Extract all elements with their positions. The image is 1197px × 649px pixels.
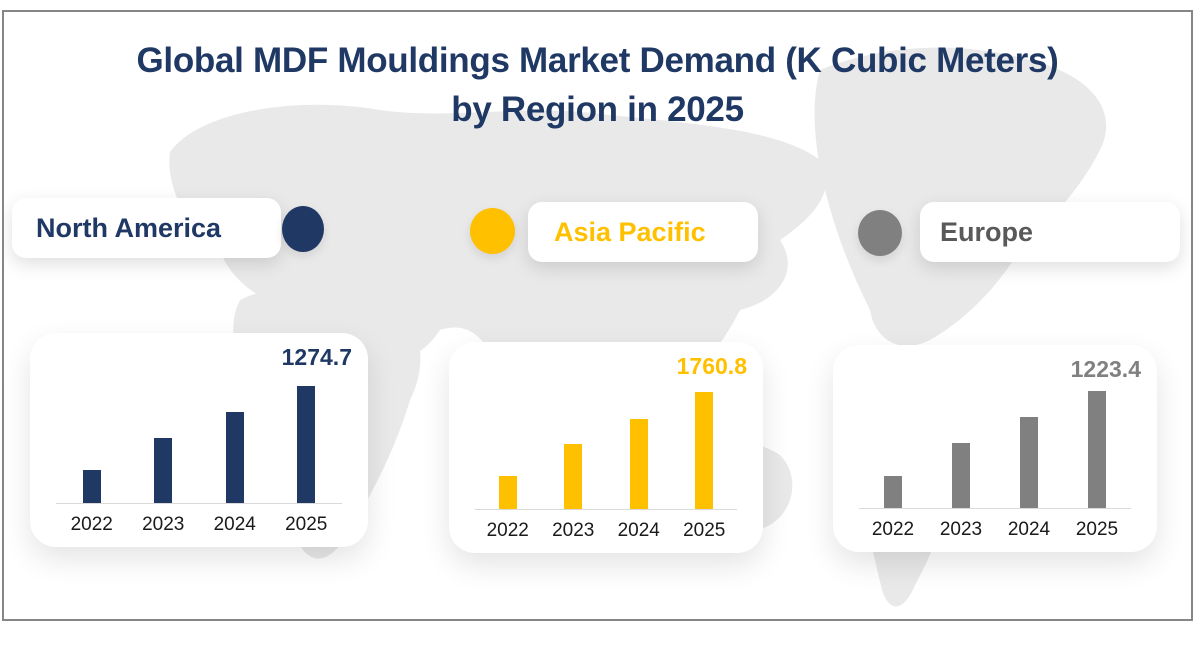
title-line2: by Region in 2025 xyxy=(451,90,744,129)
bar-2025 xyxy=(1088,391,1106,508)
axis-line xyxy=(475,509,737,510)
year-label: 2025 xyxy=(285,514,328,535)
bar-column xyxy=(606,419,672,509)
year-label: 2023 xyxy=(142,514,185,535)
legend-dot-europe xyxy=(858,210,902,256)
infographic-canvas: Global MDF Mouldings Market Demand (K Cu… xyxy=(2,10,1193,621)
bar-2024 xyxy=(629,419,648,509)
legend-label-north-america: North America xyxy=(36,212,222,243)
year-label: 2023 xyxy=(552,520,595,541)
bar-column xyxy=(199,412,271,503)
bar-column xyxy=(541,444,607,509)
year-labels: 2022 2023 2024 2025 xyxy=(475,520,737,542)
value-label: 1760.8 xyxy=(676,353,747,379)
year-label: 2022 xyxy=(486,520,529,541)
bar-2023 xyxy=(952,443,970,508)
value-label: 1223.4 xyxy=(1070,356,1141,382)
bar-column xyxy=(1063,391,1131,508)
year-label: 2025 xyxy=(1075,519,1119,540)
legend-pill-europe: Europe xyxy=(920,202,1180,262)
value-label: 1274.7 xyxy=(281,344,352,370)
year-label: 2024 xyxy=(1007,519,1051,540)
continent-north-america xyxy=(814,47,1107,346)
chart-card-asia-pacific: 1760.8 2022 2023 2024 2025 xyxy=(449,342,763,553)
bar-column xyxy=(128,438,200,503)
legend-pill-asia-pacific: Asia Pacific xyxy=(528,202,758,262)
bar-column xyxy=(56,470,128,503)
bar-column xyxy=(271,386,343,503)
bar-column xyxy=(995,417,1063,508)
year-label: 2022 xyxy=(70,514,113,535)
year-label: 2024 xyxy=(617,520,660,541)
chart-card-north-america: 1274.7 2022 2023 2024 2025 xyxy=(30,333,368,547)
bar-column xyxy=(475,476,541,509)
bars xyxy=(859,390,1131,508)
bars xyxy=(56,385,342,503)
legend-pill-north-america: North America xyxy=(12,198,281,258)
bars xyxy=(475,391,737,509)
page-title: Global MDF Mouldings Market Demand (K Cu… xyxy=(4,36,1191,134)
bar-2023 xyxy=(564,444,583,509)
bar-2022 xyxy=(498,476,517,509)
year-label: 2023 xyxy=(939,519,983,540)
legend-label-europe: Europe xyxy=(940,216,1034,247)
year-labels: 2022 2023 2024 2025 xyxy=(859,519,1131,541)
axis-line xyxy=(56,503,342,504)
legend-dot-asia-pacific xyxy=(470,208,515,254)
bar-2023 xyxy=(154,438,173,503)
bar-2022 xyxy=(884,476,902,508)
year-label: 2024 xyxy=(213,514,256,535)
bar-2025 xyxy=(297,386,316,503)
bar-column xyxy=(927,443,995,508)
year-label: 2022 xyxy=(871,519,915,540)
legend-dot-north-america xyxy=(282,206,324,252)
bar-2025 xyxy=(695,392,714,509)
bar-2022 xyxy=(82,470,101,503)
chart-card-europe: 1223.4 2022 2023 2024 2025 xyxy=(833,345,1157,552)
bar-2024 xyxy=(225,412,244,503)
bar-2024 xyxy=(1020,417,1038,508)
year-label: 2025 xyxy=(683,520,726,541)
continent-eurasia xyxy=(169,104,827,420)
bar-column xyxy=(672,392,738,509)
axis-line xyxy=(859,508,1131,509)
bar-column xyxy=(859,476,927,508)
title-line1: Global MDF Mouldings Market Demand (K Cu… xyxy=(136,41,1059,80)
year-labels: 2022 2023 2024 2025 xyxy=(56,514,342,536)
legend-label-asia-pacific: Asia Pacific xyxy=(554,216,706,247)
